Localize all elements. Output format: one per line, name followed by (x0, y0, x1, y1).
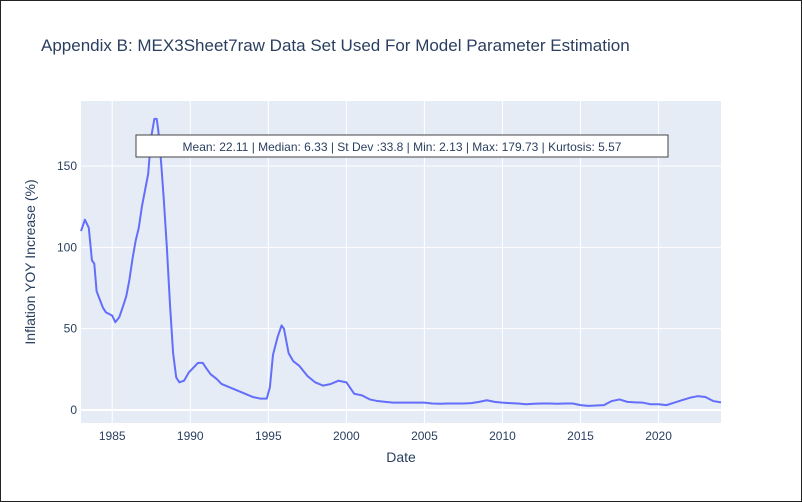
x-tick-label: 2010 (489, 429, 516, 443)
x-tick-label: 2015 (567, 429, 594, 443)
y-tick-label: 100 (57, 240, 77, 254)
stats-annotation: Mean: 22.11 | Median: 6.33 | St Dev :33.… (135, 134, 669, 158)
x-tick-label: 1995 (255, 429, 282, 443)
stats-annotation-box (135, 134, 669, 158)
y-tick-label: 0 (70, 403, 77, 417)
y-tick-label: 50 (64, 322, 78, 336)
chart-title: Appendix B: MEX3Sheet7raw Data Set Used … (41, 36, 630, 55)
x-tick-label: 1990 (177, 429, 204, 443)
x-axis-label: Date (386, 449, 416, 465)
x-tick-label: 2000 (333, 429, 360, 443)
y-tick-label: 150 (57, 159, 77, 173)
y-axis-ticks: 0 50 100 150 (57, 159, 77, 417)
y-axis-label: Inflation YOY Increase (%) (22, 179, 38, 344)
x-axis-ticks: 1985 1990 1995 2000 2005 2010 2015 2020 (99, 429, 672, 443)
x-tick-label: 1985 (99, 429, 126, 443)
x-tick-label: 2020 (645, 429, 672, 443)
series-line (80, 117, 722, 407)
x-tick-label: 2005 (411, 429, 438, 443)
stats-annotation-text: Mean: 22.11 | Median: 6.33 | St Dev :33.… (183, 140, 622, 154)
